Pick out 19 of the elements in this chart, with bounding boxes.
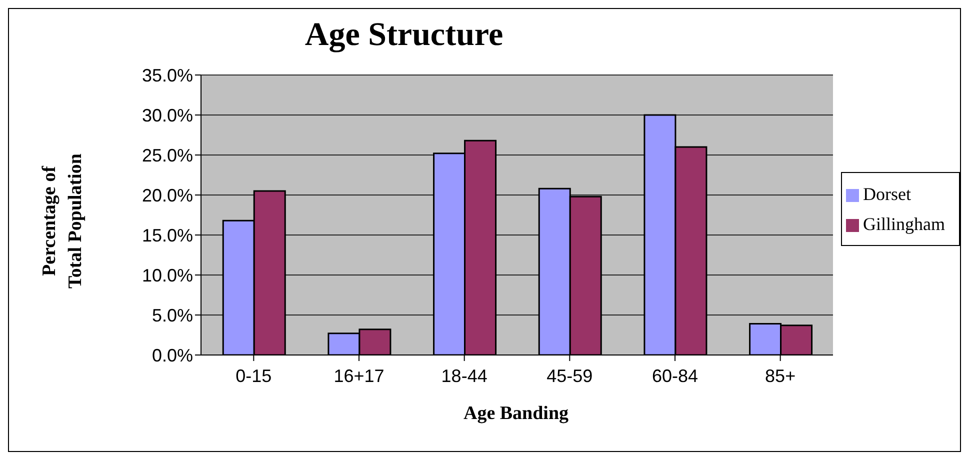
y-tick-label: 20.0% <box>142 185 193 206</box>
y-tick-label: 5.0% <box>152 305 193 326</box>
x-tick-label: 16+17 <box>334 366 384 386</box>
y-tick-label: 0.0% <box>152 345 193 366</box>
y-tick-label: 25.0% <box>142 145 193 166</box>
y-axis-title: Percentage of Total Population <box>38 154 87 288</box>
x-tick-label: 85+ <box>765 366 796 386</box>
x-tick-label: 60-84 <box>652 366 698 386</box>
x-tick-label: 45-59 <box>546 366 593 386</box>
legend-label: Dorset <box>863 184 911 204</box>
y-tick-label: 10.0% <box>142 265 193 286</box>
x-axis-title: Age Banding <box>462 403 570 425</box>
y-tick-label: 35.0% <box>142 65 193 86</box>
x-tick-label: 18-44 <box>441 366 488 386</box>
y-tick-label: 30.0% <box>142 105 193 126</box>
legend-label: Gillingham <box>863 214 945 234</box>
x-tick-label: 0-15 <box>236 366 272 386</box>
y-tick-label: 15.0% <box>142 225 193 246</box>
chart-title: Age Structure <box>304 17 504 54</box>
